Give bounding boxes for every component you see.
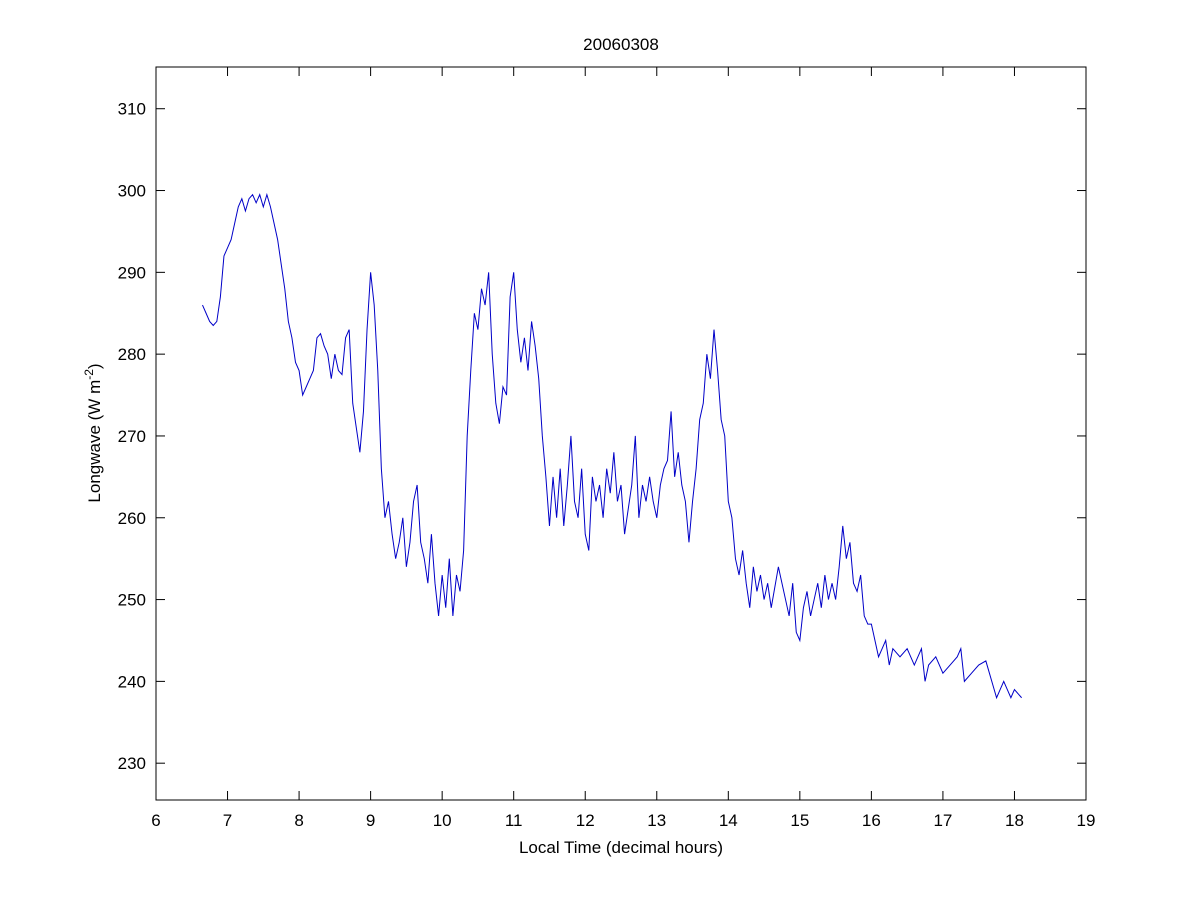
y-tick-label: 230 bbox=[118, 754, 146, 773]
x-axis-label: Local Time (decimal hours) bbox=[519, 838, 723, 857]
x-tick-label: 15 bbox=[790, 811, 809, 830]
x-tick-label: 13 bbox=[647, 811, 666, 830]
x-tick-label: 10 bbox=[433, 811, 452, 830]
x-tick-label: 19 bbox=[1077, 811, 1096, 830]
y-tick-label: 290 bbox=[118, 263, 146, 282]
data-line bbox=[202, 192, 1022, 700]
axes-box bbox=[155, 66, 1087, 801]
y-tick-label: 270 bbox=[118, 427, 146, 446]
y-tick-label: 240 bbox=[118, 672, 146, 691]
x-tick-label: 11 bbox=[505, 811, 523, 830]
x-tick-label: 17 bbox=[933, 811, 952, 830]
y-tick-label: 300 bbox=[118, 182, 146, 201]
y-tick-label: 280 bbox=[118, 345, 146, 364]
x-tick-label: 18 bbox=[1005, 811, 1024, 830]
y-axis-label-exponent: -2 bbox=[82, 369, 96, 380]
y-tick-label: 310 bbox=[118, 100, 146, 119]
chart-title: 20060308 bbox=[583, 35, 659, 54]
x-tick-label: 12 bbox=[576, 811, 595, 830]
x-tick-label: 7 bbox=[223, 811, 232, 830]
x-tick-label: 14 bbox=[719, 811, 738, 830]
y-tick-label: 250 bbox=[118, 591, 146, 610]
y-axis-label-text: Longwave (W m bbox=[85, 380, 104, 503]
y-tick-label: 260 bbox=[118, 509, 146, 528]
x-tick-label: 16 bbox=[862, 811, 881, 830]
x-tick-label: 8 bbox=[294, 811, 303, 830]
x-tick-label: 9 bbox=[366, 811, 375, 830]
y-axis-label: Longwave (W m-2) bbox=[82, 363, 104, 502]
y-axis-label-text: ) bbox=[85, 363, 104, 369]
x-tick-label: 6 bbox=[151, 811, 160, 830]
